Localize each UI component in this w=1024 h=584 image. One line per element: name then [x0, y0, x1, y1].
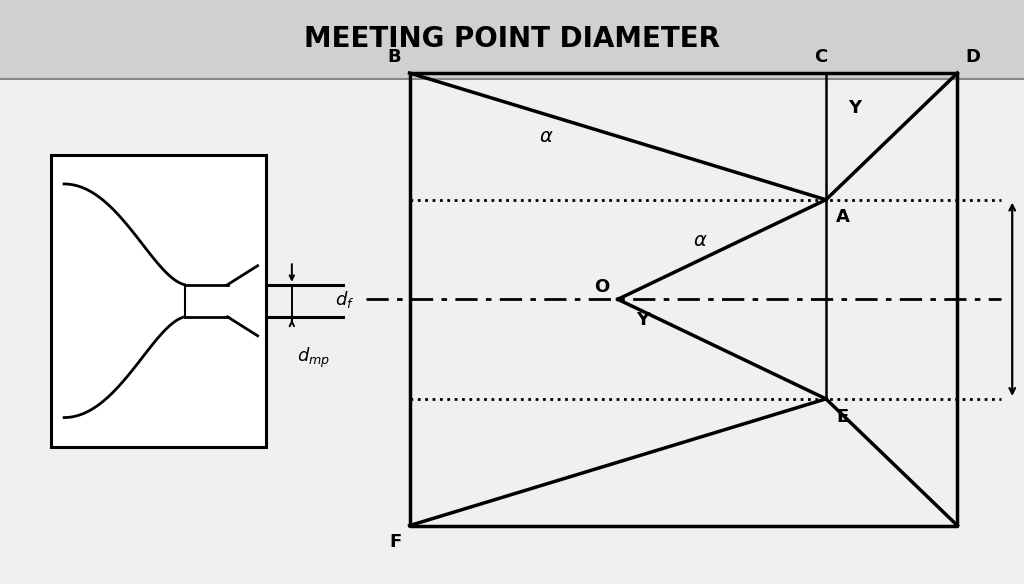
Bar — [0, 0, 1024, 79]
Text: MEETING POINT DIAMETER: MEETING POINT DIAMETER — [304, 26, 720, 53]
Text: B: B — [388, 48, 401, 66]
Text: $d_{mp}$: $d_{mp}$ — [297, 346, 330, 370]
Text: O: O — [594, 279, 609, 297]
Bar — [51, 155, 266, 447]
Text: Y: Y — [636, 311, 649, 329]
Text: F: F — [389, 533, 401, 551]
Text: $\alpha$: $\alpha$ — [692, 231, 708, 250]
Text: D: D — [966, 48, 981, 66]
Text: E: E — [837, 408, 849, 426]
Text: $\alpha$: $\alpha$ — [540, 127, 554, 146]
Text: Y: Y — [849, 99, 861, 117]
Text: A: A — [837, 208, 850, 227]
Text: C: C — [814, 48, 827, 66]
Text: $d_f$: $d_f$ — [335, 289, 355, 310]
